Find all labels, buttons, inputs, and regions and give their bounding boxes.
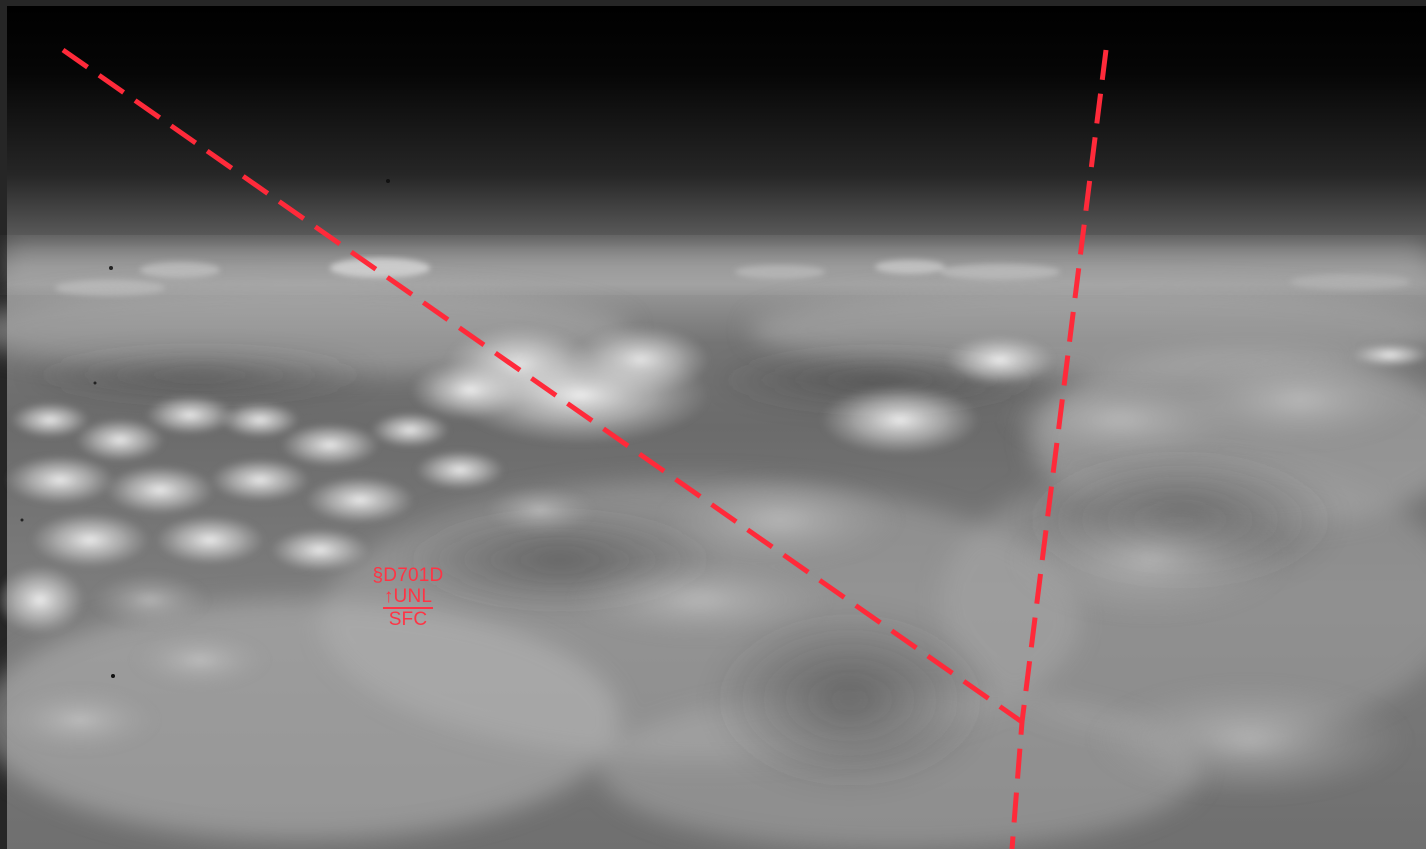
boundary-line-vertical	[1009, 49, 1109, 849]
horizon-clouds	[55, 258, 1410, 296]
lower-limit: SFC	[388, 609, 428, 630]
cumulus-tower	[410, 325, 1426, 455]
boundary-line-diagonal	[61, 47, 1024, 725]
film-specks	[20, 179, 390, 678]
airspace-boundary-lines	[61, 47, 1109, 849]
stratus-right	[570, 355, 1420, 800]
airspace-label: §D701D ↑UNL SFC	[362, 565, 454, 630]
airspace-designator: §D701D	[372, 565, 444, 586]
cloud-shadows	[20, 350, 1340, 790]
upper-limit: ↑UNL	[382, 586, 434, 609]
airspace-altitude-block: ↑UNL SFC	[382, 586, 434, 630]
cumulus-field	[0, 395, 595, 755]
